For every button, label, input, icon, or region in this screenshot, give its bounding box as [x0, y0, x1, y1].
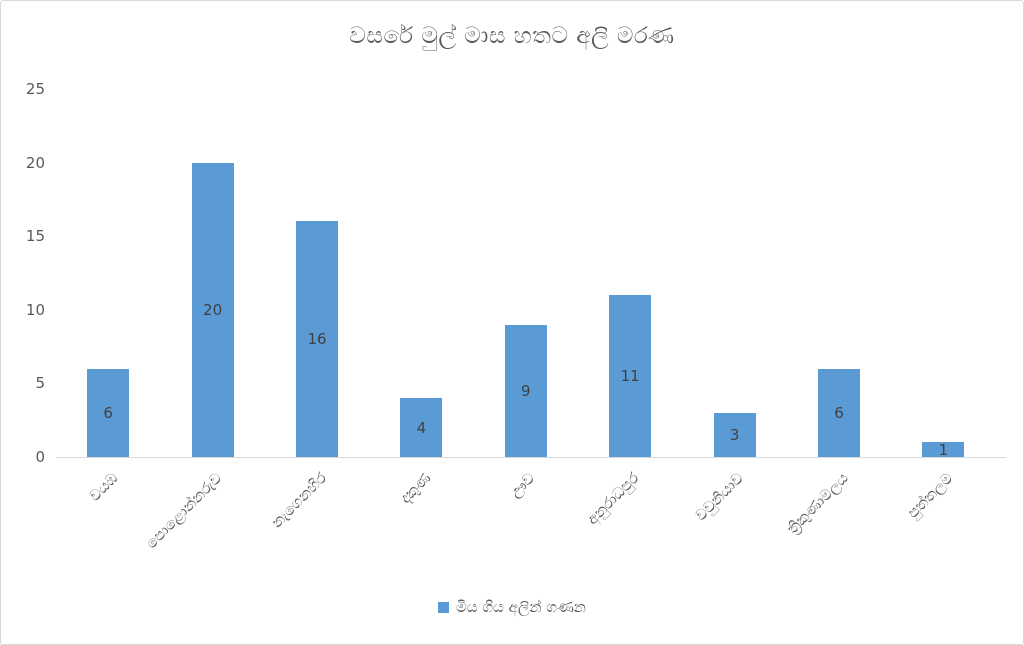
bar-value-label: 20 — [203, 300, 223, 319]
bar — [818, 368, 860, 457]
bar — [713, 412, 756, 457]
y-axis-tick-label: 20 — [25, 153, 45, 172]
bar — [400, 398, 443, 457]
bar-value-label: 6 — [834, 403, 844, 422]
y-axis-tick-label: 5 — [35, 374, 45, 393]
y-axis-tick-label: 0 — [35, 448, 45, 466]
x-axis-category-label: ඌව — [506, 469, 539, 502]
bar-value-label: 4 — [416, 418, 427, 437]
bar — [609, 295, 652, 457]
x-axis-category-label: අනුරාධපුර — [583, 469, 643, 529]
y-axis-tick-label: 15 — [25, 227, 45, 246]
bar — [504, 324, 547, 457]
bar-value-label: 1 — [938, 440, 949, 459]
chart-title: වසරේ මුල් මාස හතට අලි මරණ — [349, 23, 675, 49]
bar-value-label: 11 — [620, 367, 640, 386]
bar — [87, 368, 130, 457]
x-axis-category-label: වවුනියාව — [691, 469, 748, 525]
bar — [922, 442, 965, 457]
bar — [296, 221, 338, 457]
legend: මිය ගිය අලින් ගණන — [1, 598, 1023, 616]
y-axis-tick-label: 25 — [25, 80, 45, 98]
x-axis-category-label: නැගෙනහිර — [267, 469, 330, 532]
bar-value-label: 6 — [103, 403, 113, 422]
x-axis-category-label: පුත්තලම — [903, 469, 957, 522]
y-axis-tick-label: 10 — [25, 300, 45, 319]
x-axis-line — [56, 457, 1006, 458]
x-axis-category-label: පොළොන්නරුව — [142, 469, 226, 553]
bar-value-label: 16 — [307, 330, 327, 349]
x-axis-category-label: දකුණ — [396, 469, 435, 507]
bar-value-label: 9 — [521, 381, 531, 400]
x-axis-category-label: වයඹ — [85, 469, 121, 505]
bar-value-label: 3 — [729, 425, 740, 444]
bar — [191, 162, 234, 457]
legend-series-label: මිය ගිය අලින් ගණන — [455, 598, 586, 616]
legend-color-swatch — [437, 601, 449, 613]
x-axis-category-label: ත්‍රිකුණාමලය — [783, 469, 852, 538]
